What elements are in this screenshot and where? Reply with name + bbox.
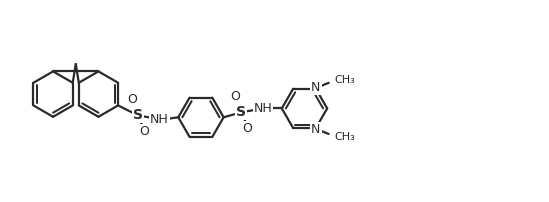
Text: O: O (231, 90, 240, 103)
Text: CH₃: CH₃ (334, 75, 355, 85)
Text: N: N (311, 123, 321, 136)
Text: N: N (311, 81, 321, 94)
Text: NH: NH (150, 113, 169, 126)
Text: CH₃: CH₃ (334, 132, 355, 142)
Text: O: O (242, 122, 252, 135)
Text: O: O (139, 125, 149, 138)
Text: NH: NH (254, 102, 272, 115)
Text: S: S (133, 108, 143, 122)
Text: O: O (127, 93, 137, 106)
Text: S: S (237, 105, 247, 119)
